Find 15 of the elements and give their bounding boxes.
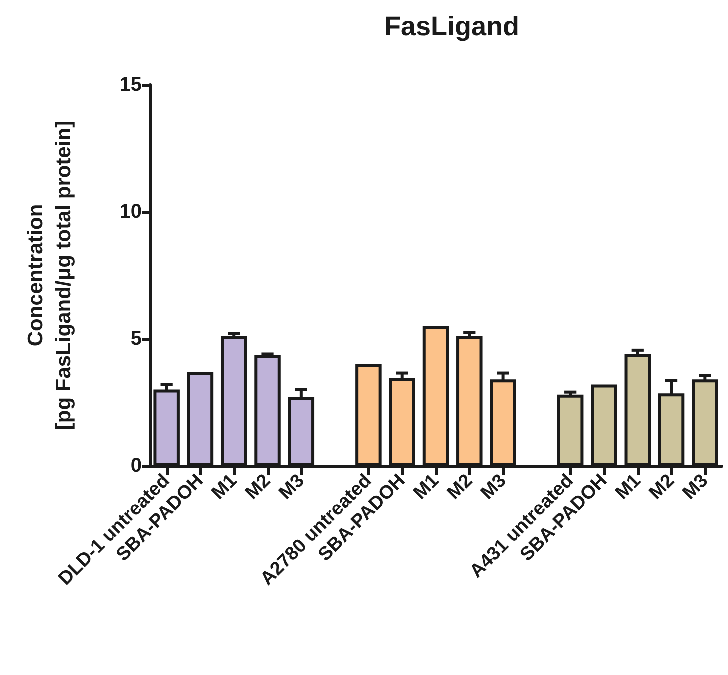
x-tick-label: M1: [410, 470, 444, 504]
y-axis-title: Concentration [pg FasLigand/μg total protein]: [24, 120, 76, 430]
x-tick-label: M1: [612, 470, 646, 504]
x-tick-label: M3: [275, 470, 309, 504]
x-tick-label: M3: [679, 470, 713, 504]
x-tick-label: M2: [645, 470, 679, 504]
y-tick-label: 10: [120, 201, 142, 223]
x-tick-label: M3: [477, 470, 511, 504]
chart-title: FasLigand: [384, 12, 520, 42]
x-tick-label: M1: [208, 470, 242, 504]
y-tick-label: 15: [120, 74, 142, 96]
x-tick-label: M2: [444, 470, 478, 504]
y-tick-label: 5: [130, 328, 142, 350]
x-tick-label: M2: [242, 470, 276, 504]
y-tick-label: 0: [130, 455, 142, 477]
